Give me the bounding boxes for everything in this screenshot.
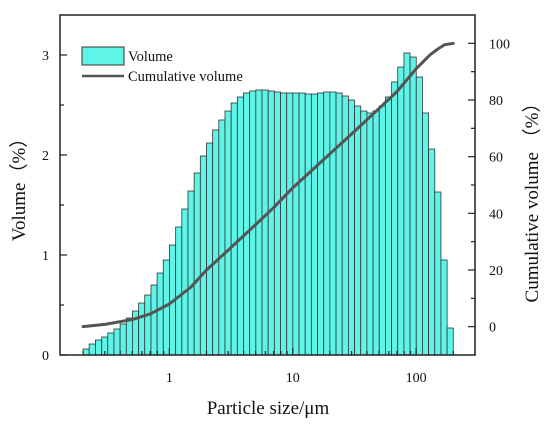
volume-bar	[261, 89, 269, 356]
volume-bar	[249, 90, 257, 356]
cumulative-volume-line	[81, 41, 455, 329]
volume-bar	[298, 92, 306, 356]
volume-bar	[181, 208, 189, 356]
volume-bar	[144, 294, 152, 356]
y2-tick-label: 80	[489, 94, 503, 109]
legend-cumulative-label: Cumulative volume	[128, 69, 243, 85]
volume-bar	[236, 96, 244, 356]
volume-bar	[384, 96, 392, 356]
volume-bar	[193, 172, 201, 356]
volume-bar	[82, 348, 90, 356]
volume-bar	[335, 92, 343, 356]
axis-ticks	[60, 42, 476, 356]
x-tick-label: 10	[286, 371, 300, 386]
volume-bar	[187, 190, 195, 356]
x-axis-title: Particle size/μm	[207, 398, 330, 419]
volume-bar	[218, 119, 226, 356]
y-axis-title: Volume（%）	[8, 129, 30, 242]
volume-bar	[360, 110, 368, 356]
volume-bar	[446, 327, 454, 356]
x-tick-label: 100	[406, 371, 427, 386]
volume-bar	[317, 92, 325, 356]
y2-tick-label: 20	[489, 264, 503, 279]
volume-bar	[354, 105, 362, 356]
volume-bar	[428, 148, 436, 356]
tick-labels: 1 10 100 0 1 2 3 0 20 40 60 80 100	[42, 37, 510, 386]
volume-bar	[434, 191, 442, 356]
volume-bar	[403, 52, 411, 356]
y2-tick-label: 40	[489, 207, 503, 222]
volume-bar	[422, 112, 429, 356]
legend: Volume Cumulative volume	[81, 46, 243, 85]
volume-bar	[212, 129, 220, 356]
volume-bar	[88, 343, 96, 356]
volume-bar	[347, 99, 355, 356]
volume-bar	[273, 91, 281, 356]
volume-bar	[156, 272, 164, 356]
volume-bar	[150, 284, 158, 356]
volume-bar	[292, 92, 300, 356]
y-tick-label: 0	[42, 349, 49, 364]
volume-bar	[304, 93, 312, 356]
volume-bar	[397, 66, 405, 356]
volume-bar	[107, 332, 115, 356]
legend-volume-swatch	[81, 46, 125, 66]
volume-bar	[341, 95, 349, 356]
y-tick-label: 1	[42, 249, 49, 264]
y2-tick-label: 100	[489, 37, 510, 52]
y2-tick-label: 60	[489, 151, 503, 166]
volume-bar	[310, 93, 318, 356]
volume-bar	[224, 110, 232, 356]
volume-bar	[366, 112, 374, 356]
volume-bar	[415, 76, 423, 356]
volume-bar	[95, 339, 103, 356]
x-tick-label: 1	[166, 371, 173, 386]
y2-tick-label: 0	[489, 321, 496, 336]
volume-bar	[280, 92, 288, 356]
volume-bar	[113, 328, 121, 356]
volume-bar	[243, 92, 251, 356]
volume-bar	[372, 110, 380, 356]
volume-bar	[409, 56, 417, 356]
cumulative-line-layer	[81, 41, 455, 329]
volume-bar	[440, 259, 448, 356]
y-tick-label: 2	[42, 149, 49, 164]
volume-bar	[391, 81, 399, 356]
volume-bar	[323, 91, 331, 356]
volume-bar	[329, 91, 337, 356]
volume-bar	[378, 105, 386, 356]
volume-bar	[119, 323, 127, 356]
volume-bar	[230, 102, 238, 356]
volume-bar	[199, 155, 207, 356]
volume-bar	[286, 92, 294, 356]
volume-bar	[175, 226, 183, 356]
bars-layer	[82, 52, 454, 356]
volume-bar	[138, 302, 146, 356]
volume-bar	[125, 317, 133, 356]
volume-bar	[206, 142, 214, 356]
y-tick-label: 3	[42, 49, 49, 64]
legend-volume-label: Volume	[128, 49, 173, 65]
y2-axis-title: Cumulative volume （%）	[521, 94, 543, 303]
volume-bar	[267, 90, 275, 356]
